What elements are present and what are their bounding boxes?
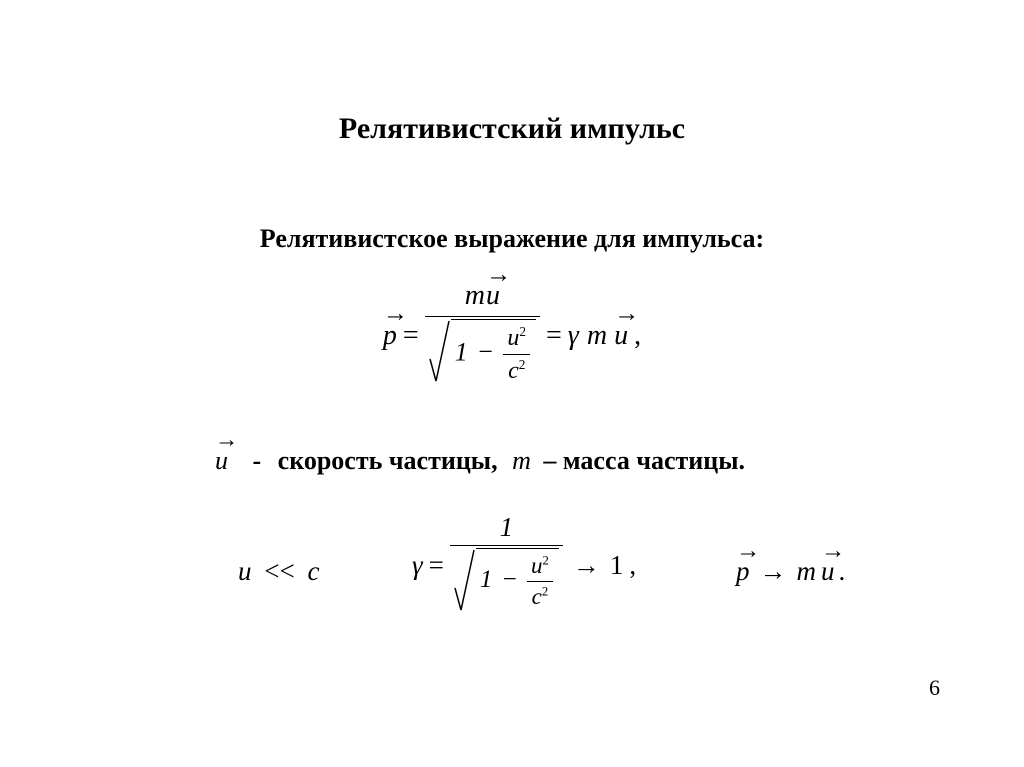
one-1: 1 [455, 337, 468, 366]
page-number: 6 [929, 675, 940, 701]
sqrt-2: 1 − u2 c2 [454, 548, 559, 619]
var-m: m [465, 280, 485, 311]
var-m-def: m [512, 446, 531, 475]
vector-u-def: → u [215, 446, 228, 476]
vector-u-2: →u [614, 320, 628, 352]
arrow-to-1: → [569, 550, 604, 581]
gamma-limit: γ = 1 1 − [412, 512, 636, 619]
fraction-main: m→u 1 − [425, 280, 540, 391]
much-less: << [258, 556, 300, 586]
vector-u-lim: →u [821, 556, 835, 587]
var-c-ll: c [307, 556, 319, 586]
equation-1: → p = m→u [0, 280, 1024, 391]
velocity-text: скорость частицы, [278, 446, 498, 475]
var-u-g: u [531, 553, 543, 578]
mass-text: – масса частицы. [543, 446, 745, 475]
one-limit: 1 [610, 550, 624, 581]
p-limit: →p → m→u. [736, 556, 845, 587]
slide-subtitle: Релятивистское выражение для импульса: [0, 224, 1024, 254]
dash-1: - [253, 446, 262, 475]
vector-p-lim: →p [736, 556, 750, 587]
pow-c-2: 2 [542, 584, 548, 598]
definitions-line: → u - скорость частицы, m – масса частиц… [215, 446, 915, 476]
vector-u-num: →u [486, 280, 500, 312]
vector-p: → p [383, 320, 397, 352]
fraction-uc-1: u2 c2 [503, 324, 530, 385]
gamma-2: γ [412, 550, 423, 581]
equals-sign-2: = [546, 320, 562, 352]
var-c-1: c [508, 358, 519, 384]
slide-title: Релятивистский импульс [0, 112, 1024, 146]
limit-condition: u << c [238, 556, 319, 587]
comma-2: , [629, 550, 636, 581]
pow-u-2: 2 [542, 553, 548, 567]
fraction-gamma: 1 1 − u2 [450, 512, 563, 619]
equals-sign-3: = [429, 550, 444, 581]
slide: Релятивистский импульс Релятивистское вы… [0, 0, 1024, 767]
one-den: 1 [480, 566, 493, 593]
var-u-den: u [507, 325, 519, 351]
sqrt-1: 1 − u2 c2 [429, 319, 536, 391]
pow-c-1: 2 [519, 357, 526, 372]
var-m-lim: m [797, 556, 817, 587]
radical-icon [429, 319, 451, 383]
var-c-g: c [532, 584, 542, 609]
gamma-1: γ [568, 320, 579, 352]
var-m-2: m [587, 320, 607, 352]
one-num: 1 [450, 512, 563, 543]
var-u-ll: u [238, 556, 252, 586]
fraction-uc-2: u2 c2 [527, 553, 553, 610]
radical-icon-2 [454, 548, 476, 612]
pow-u-1: 2 [519, 324, 526, 339]
